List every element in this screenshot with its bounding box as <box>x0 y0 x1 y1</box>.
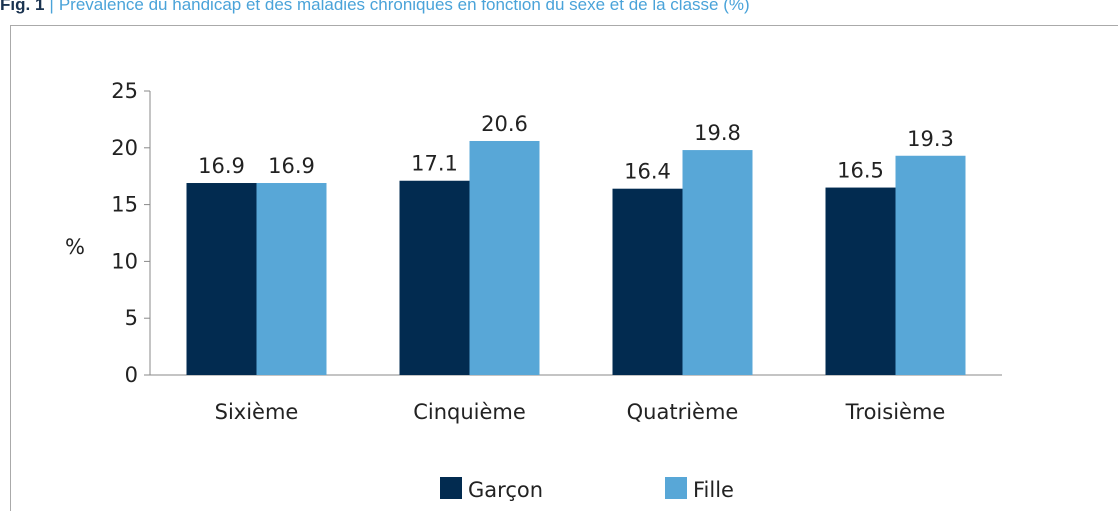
data-label: 16.5 <box>837 159 884 183</box>
data-label: 20.6 <box>481 112 528 136</box>
y-tick-label: 5 <box>125 306 138 330</box>
bar <box>682 150 753 375</box>
data-label: 16.9 <box>198 154 245 178</box>
bar <box>825 187 896 375</box>
data-label: 19.8 <box>694 121 741 145</box>
legend-swatch <box>665 477 687 499</box>
caption-label: Fig. 1 <box>0 0 44 14</box>
y-tick-label: 20 <box>111 136 138 160</box>
bar <box>186 183 257 375</box>
x-tick-label: Cinquième <box>413 400 526 424</box>
data-label: 17.1 <box>411 152 458 176</box>
legend-swatch <box>440 477 462 499</box>
data-label: 19.3 <box>907 127 954 151</box>
legend-label: Fille <box>693 478 734 502</box>
data-label: 16.4 <box>624 160 671 184</box>
bar <box>612 188 683 375</box>
caption-text: Prévalence du handicap et des maladies c… <box>59 0 750 14</box>
x-tick-label: Quatrième <box>627 400 739 424</box>
y-tick-label: 15 <box>111 193 138 217</box>
caption: Fig. 1 | Prévalence du handicap et des mal… <box>0 0 750 14</box>
caption-separator: | <box>49 0 53 14</box>
y-tick-label: 0 <box>125 363 138 387</box>
y-tick-label: 25 <box>111 79 138 103</box>
legend-label: Garçon <box>468 478 543 502</box>
y-tick-label: 10 <box>111 249 138 273</box>
x-tick-label: Troisième <box>845 400 946 424</box>
bar <box>399 180 470 375</box>
bar <box>256 183 327 375</box>
bar <box>895 155 966 375</box>
x-tick-label: Sixième <box>215 400 299 424</box>
data-label: 16.9 <box>268 154 315 178</box>
bar <box>469 140 540 375</box>
y-axis-label: % <box>65 235 85 259</box>
